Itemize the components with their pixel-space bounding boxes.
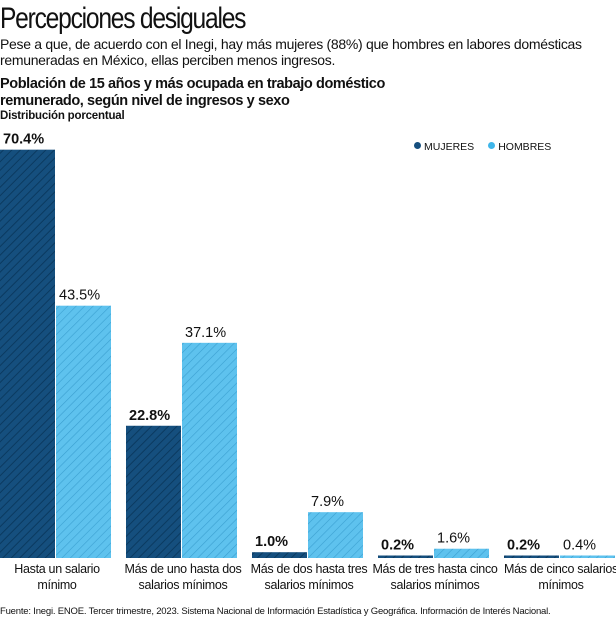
- bar-mujeres: [504, 555, 559, 558]
- category-label: Más de dos hasta tres salarios mínimos: [250, 562, 368, 592]
- bar-hombres: [56, 305, 111, 558]
- legend-item-hombres: HOMBRES: [488, 141, 551, 153]
- data-label: 7.9%: [311, 494, 344, 510]
- data-label: 1.0%: [255, 534, 288, 550]
- legend-item-mujeres: MUJERES: [414, 141, 474, 153]
- bar-mujeres: [126, 425, 181, 558]
- headline: Percepciones desiguales: [0, 2, 246, 35]
- unit-label: Distribución porcentual: [0, 110, 125, 122]
- data-label: 22.8%: [129, 408, 170, 424]
- data-label: 70.4%: [3, 132, 44, 148]
- data-label: 0.2%: [381, 538, 414, 554]
- bar-mujeres: [0, 149, 55, 558]
- chart-title: Población de 15 años y más ocupada en tr…: [0, 76, 385, 109]
- data-label: 0.4%: [563, 538, 596, 554]
- bar-hombres: [182, 342, 237, 558]
- bar-mujeres: [252, 552, 307, 558]
- category-label: Más de uno hasta dos salarios mínimos: [124, 562, 242, 592]
- legend: MUJERES HOMBRES: [414, 141, 551, 153]
- category-label: Hasta un salario mínimo: [14, 562, 100, 592]
- source-note: Fuente: Inegi. ENOE. Tercer trimestre, 2…: [0, 606, 551, 617]
- subtitle: Pese a que, de acuerdo con el Inegi, hay…: [0, 36, 582, 68]
- data-label: 37.1%: [185, 325, 226, 341]
- category-label: Más de cinco salarios mínimos: [504, 562, 616, 592]
- bar-hombres: [560, 555, 615, 558]
- bar-hombres: [434, 548, 489, 558]
- bar-hombres: [308, 512, 363, 558]
- data-label: 1.6%: [437, 531, 470, 547]
- data-label: 0.2%: [507, 538, 540, 554]
- bar-mujeres: [378, 555, 433, 558]
- data-label: 43.5%: [59, 288, 100, 304]
- category-label: Más de tres hasta cinco salarios mínimos: [372, 562, 498, 592]
